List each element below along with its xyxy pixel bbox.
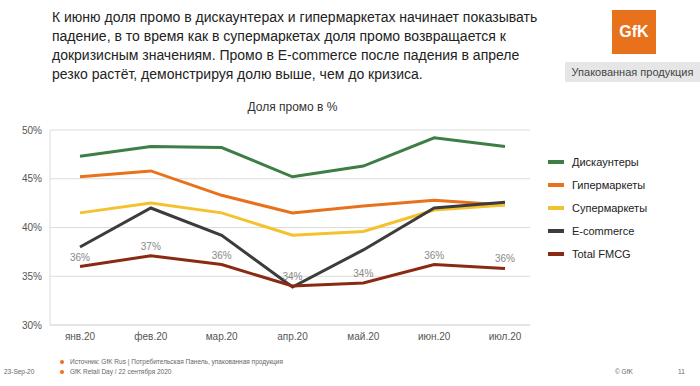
html-text:GfK: GfK bbox=[619, 23, 649, 40]
svg-text:июл.20: июл.20 bbox=[489, 331, 522, 342]
svg-text:36%: 36% bbox=[495, 253, 515, 264]
svg-text:36%: 36% bbox=[70, 252, 90, 263]
svg-text:50%: 50% bbox=[22, 125, 42, 136]
svg-text:45%: 45% bbox=[22, 173, 42, 184]
svg-text:36%: 36% bbox=[424, 250, 444, 261]
html-text:Total FMCG: Total FMCG bbox=[572, 247, 631, 260]
svg-text:40%: 40% bbox=[22, 222, 42, 233]
html-text:GfK Retail Day / 22 сентября 2: GfK Retail Day / 22 сентября 2020 bbox=[70, 368, 172, 375]
html-text:E-commerce: E-commerce bbox=[572, 224, 635, 237]
html-text:Дискаунтеры: Дискаунтеры bbox=[572, 155, 639, 168]
html-text:Упакованная продукция: Упакованная продукция bbox=[571, 66, 694, 78]
svg-text:фев.20: фев.20 bbox=[134, 331, 167, 342]
html-text:Супермаркеты: Супермаркеты bbox=[572, 201, 648, 214]
html-text:23-Sep-20: 23-Sep-20 bbox=[4, 368, 35, 375]
html-text:© GfK: © GfK bbox=[615, 368, 633, 375]
svg-text:май.20: май.20 bbox=[347, 331, 379, 342]
svg-text:апр.20: апр.20 bbox=[277, 331, 308, 342]
html-text:Гипермаркеты: Гипермаркеты bbox=[572, 178, 646, 191]
svg-text:36%: 36% bbox=[212, 250, 232, 261]
svg-text:30%: 30% bbox=[22, 320, 42, 331]
svg-text:янв.20: янв.20 bbox=[65, 331, 96, 342]
svg-text:35%: 35% bbox=[22, 271, 42, 282]
html-text:К июню доля промо в дискаунтер: К июню доля промо в дискаунтерах и гипер… bbox=[52, 9, 538, 82]
html-text:Доля промо в %: Доля промо в % bbox=[247, 100, 338, 114]
svg-text:мар.20: мар.20 bbox=[206, 331, 238, 342]
html-text:Источник: GfK Rus | Потребител: Источник: GfK Rus | Потребительская Пане… bbox=[70, 358, 283, 365]
svg-text:34%: 34% bbox=[353, 268, 373, 279]
svg-text:37%: 37% bbox=[141, 241, 161, 252]
html-text:11: 11 bbox=[678, 368, 685, 375]
svg-text:июн.20: июн.20 bbox=[418, 331, 451, 342]
svg-text:34%: 34% bbox=[282, 271, 302, 282]
